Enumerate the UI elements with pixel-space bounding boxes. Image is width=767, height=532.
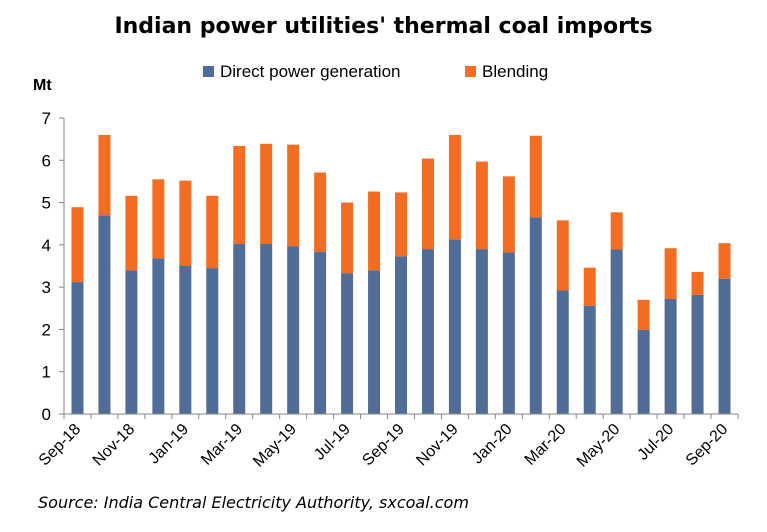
bar-blending-Nov-18	[125, 195, 138, 271]
bar-blending-Sep-18	[71, 207, 84, 283]
y-tick-label: 0	[42, 405, 51, 424]
y-tick-label: 2	[42, 320, 51, 339]
bar-blending-Jan-19	[179, 180, 192, 266]
legend: Direct power generation Blending	[203, 62, 548, 81]
bars	[71, 134, 731, 414]
y-tick-label: 5	[42, 194, 51, 213]
x-tick-label: Sep-20	[683, 421, 732, 470]
y-tick-label: 7	[42, 109, 51, 128]
bar-direct-Oct-18	[98, 215, 111, 414]
bar-direct-Jul-20	[664, 298, 677, 414]
bar-blending-May-20	[610, 212, 623, 250]
bar-direct-Feb-20	[529, 217, 542, 414]
x-tick-label: May-20	[574, 421, 624, 471]
bar-direct-Sep-19	[395, 256, 407, 414]
bar-blending-Sep-20	[718, 243, 731, 279]
bar-blending-Sep-19	[395, 192, 407, 257]
bar-blending-Apr-20	[583, 267, 596, 306]
bar-direct-May-20	[610, 249, 623, 414]
bar-direct-Dec-19	[475, 249, 488, 414]
bar-direct-Jan-19	[179, 266, 192, 414]
bar-blending-Jun-20	[637, 299, 650, 330]
bar-direct-Jan-20	[502, 252, 515, 414]
chart-title: Indian power utilities' thermal coal imp…	[114, 14, 653, 39]
bar-direct-Apr-20	[583, 305, 596, 414]
bar-blending-Nov-19	[448, 134, 461, 240]
x-tick-label: Nov-18	[90, 421, 139, 470]
bar-blending-Oct-18	[98, 134, 111, 216]
bar-blending-Jul-19	[341, 202, 354, 274]
bar-direct-Feb-19	[206, 268, 219, 414]
bar-blending-Mar-19	[233, 145, 246, 245]
y-axis-label: Mt	[33, 77, 52, 94]
bar-direct-Jun-20	[637, 329, 650, 414]
bar-blending-Dec-19	[475, 161, 488, 250]
x-tick-label: Jan-20	[469, 421, 516, 468]
bar-blending-Feb-19	[206, 195, 219, 269]
bar-direct-Apr-19	[260, 244, 273, 414]
y-tick-label: 4	[42, 236, 51, 255]
y-tick-label: 6	[42, 151, 51, 170]
bar-blending-Aug-19	[368, 191, 381, 271]
x-tick-label: Jul-19	[311, 421, 354, 464]
bar-direct-Mar-20	[556, 290, 569, 414]
bar-direct-Sep-20	[718, 278, 731, 414]
source-note: Source: India Central Electricity Author…	[38, 493, 469, 512]
x-tick-label: Sep-19	[359, 421, 408, 470]
legend-label-blending: Blending	[482, 62, 548, 81]
bar-blending-Feb-20	[529, 135, 542, 218]
bar-direct-Mar-19	[233, 244, 246, 414]
bar-direct-Sep-18	[71, 282, 84, 414]
x-tick-label: Mar-20	[522, 421, 570, 469]
x-tick-label: Sep-18	[36, 421, 85, 470]
bar-direct-Nov-19	[448, 239, 461, 414]
bar-blending-Jul-20	[664, 248, 677, 299]
legend-label-direct: Direct power generation	[220, 62, 400, 81]
x-tick-label: May-19	[250, 421, 300, 471]
bar-direct-Jul-19	[341, 273, 354, 414]
bar-blending-Apr-19	[260, 143, 273, 245]
bar-blending-Mar-20	[556, 220, 569, 291]
x-tick-label: Jul-20	[635, 421, 678, 464]
legend-swatch-blending	[465, 66, 476, 77]
bar-direct-Aug-19	[368, 270, 381, 414]
bar-blending-Jun-19	[314, 172, 327, 253]
bar-blending-Oct-19	[421, 158, 434, 250]
bar-blending-Aug-20	[691, 271, 704, 295]
bar-direct-Oct-19	[421, 249, 434, 414]
x-tick-label: Mar-19	[198, 421, 246, 469]
x-tick-label: Jan-19	[146, 421, 193, 468]
bar-blending-Dec-18	[152, 179, 165, 259]
bar-direct-Dec-18	[152, 258, 165, 414]
y-tick-label: 3	[42, 278, 51, 297]
bar-direct-Jun-19	[314, 252, 327, 414]
legend-swatch-direct	[203, 66, 214, 77]
axes: 0 1 2 3 4 5 6 7 Sep-18 Nov-18 Jan-19 Mar-19 May-19 Ju…	[36, 109, 739, 471]
bar-direct-Nov-18	[125, 270, 138, 414]
x-tick-label: Nov-19	[413, 421, 462, 470]
bar-blending-Jan-20	[502, 176, 515, 253]
y-tick-label: 1	[42, 363, 51, 382]
bar-blending-May-19	[287, 144, 300, 247]
bar-direct-Aug-20	[691, 294, 704, 414]
bar-direct-May-19	[287, 246, 300, 414]
